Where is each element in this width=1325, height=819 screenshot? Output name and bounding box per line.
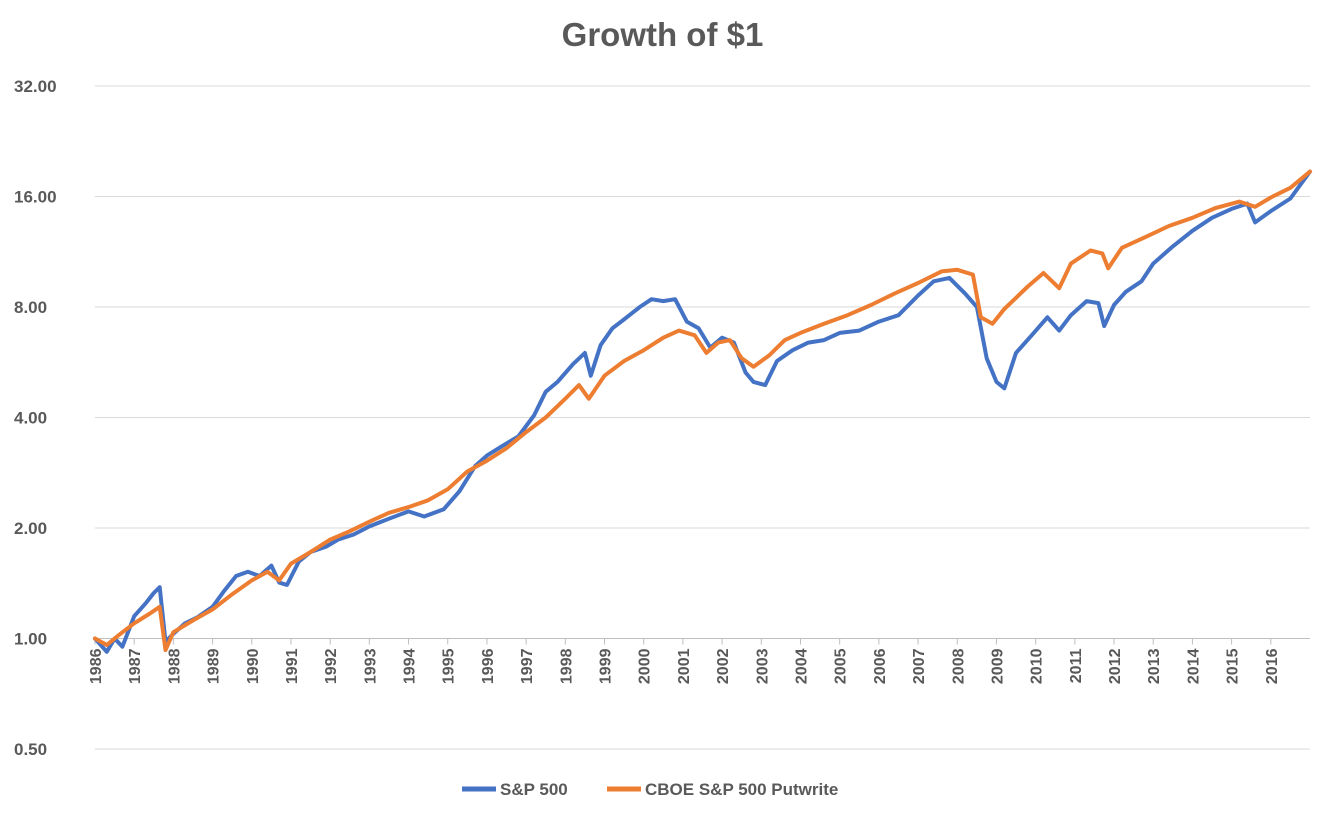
x-tick-label: 1992 bbox=[323, 648, 340, 684]
y-tick-label: 4.00 bbox=[14, 409, 47, 428]
x-tick-label: 2001 bbox=[676, 648, 693, 684]
x-tick-label: 1998 bbox=[558, 648, 575, 684]
y-tick-label: 2.00 bbox=[14, 519, 47, 538]
legend: S&P 500 CBOE S&P 500 Putwrite bbox=[462, 780, 838, 799]
x-tick-label: 2005 bbox=[833, 648, 850, 684]
x-tick-label: 2006 bbox=[872, 648, 889, 684]
y-tick-label: 1.00 bbox=[14, 630, 47, 649]
y-tick-label: 32.00 bbox=[14, 77, 57, 96]
x-tick-label: 1993 bbox=[362, 648, 379, 684]
x-tick-label: 1997 bbox=[519, 648, 536, 684]
x-tick-label: 1988 bbox=[166, 648, 183, 684]
x-tick-label: 1996 bbox=[480, 648, 497, 684]
legend-label-putwrite: CBOE S&P 500 Putwrite bbox=[645, 780, 838, 799]
x-tick-label: 2016 bbox=[1264, 648, 1281, 684]
x-tick-label: 2007 bbox=[911, 648, 928, 684]
x-tick-label: 2011 bbox=[1068, 648, 1085, 683]
y-tick-label: 8.00 bbox=[14, 298, 47, 317]
y-tick-label: 16.00 bbox=[14, 188, 57, 207]
x-tick-label: 1990 bbox=[245, 648, 262, 684]
x-tick-label: 2015 bbox=[1225, 648, 1242, 684]
x-axis-ticks: 1986 1987 1988 1989 1990 1991 1992 1993 1994 1995… bbox=[88, 638, 1281, 684]
y-tick-label: 0.50 bbox=[14, 740, 47, 759]
x-tick-label: 2013 bbox=[1146, 648, 1163, 684]
series-line-sp500 bbox=[93, 169, 1312, 654]
y-axis-ticks: 0.50 1.00 2.00 4.00 8.00 16.00 32.00 bbox=[14, 77, 57, 759]
x-tick-label: 1987 bbox=[127, 648, 144, 684]
x-tick-label: 1986 bbox=[88, 648, 105, 684]
x-tick-label: 2004 bbox=[793, 648, 810, 684]
x-tick-label: 1989 bbox=[206, 648, 223, 684]
series-lines bbox=[93, 169, 1312, 654]
x-tick-label: 2012 bbox=[1107, 648, 1124, 684]
x-tick-label: 2000 bbox=[637, 648, 654, 684]
x-tick-label: 2008 bbox=[950, 648, 967, 684]
x-tick-label: 1995 bbox=[441, 648, 458, 684]
x-tick-label: 2010 bbox=[1029, 648, 1046, 684]
x-tick-label: 1991 bbox=[284, 648, 301, 684]
x-tick-label: 2002 bbox=[715, 648, 732, 684]
x-tick-label: 2014 bbox=[1185, 648, 1202, 684]
gridlines bbox=[95, 85, 1310, 750]
chart-title: Growth of $1 bbox=[561, 16, 764, 53]
x-tick-label: 2003 bbox=[754, 648, 771, 684]
legend-label-sp500: S&P 500 bbox=[500, 780, 568, 799]
x-tick-label: 2009 bbox=[989, 648, 1006, 684]
series-line-putwrite bbox=[93, 169, 1312, 653]
x-tick-label: 1994 bbox=[402, 648, 419, 684]
x-tick-label: 1999 bbox=[598, 648, 615, 684]
